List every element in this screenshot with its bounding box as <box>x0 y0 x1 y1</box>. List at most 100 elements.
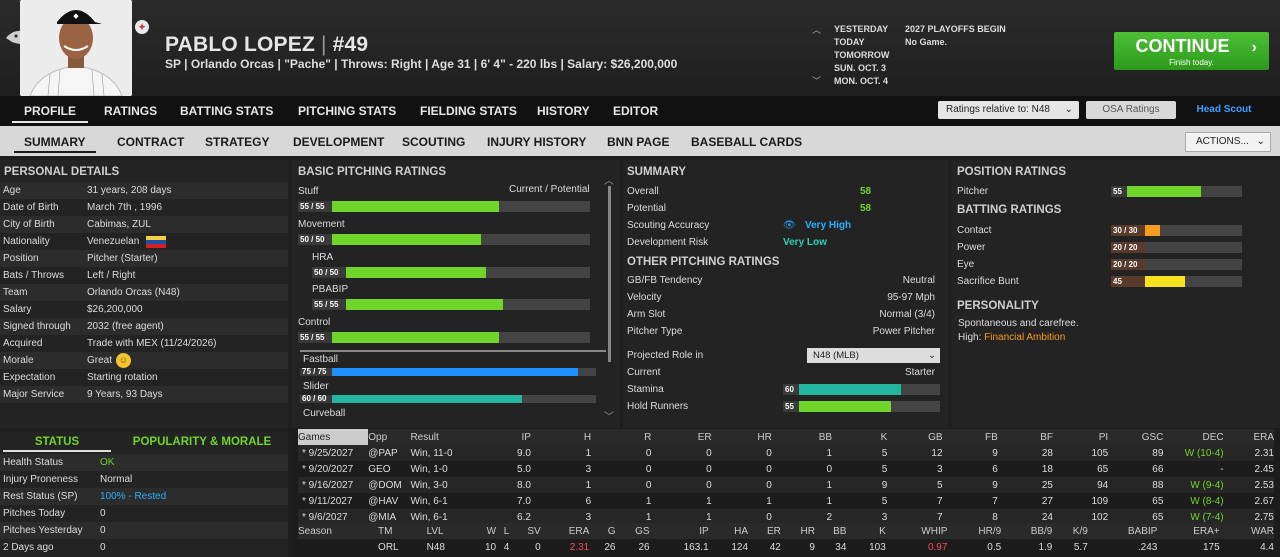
column-header: GB <box>928 431 943 443</box>
actions-dropdown[interactable]: ACTIONS... ⌄ <box>1185 132 1271 152</box>
season-cell: 0 <box>535 541 541 553</box>
column-header: K <box>879 525 886 537</box>
game-log-row[interactable]: * 9/6/2027 @MIA Win, 6-1 6.2 3 1 1 0 2 3 7 8 24 102 65… <box>298 509 1274 525</box>
detail-value: Cabimas, ZUL <box>87 219 151 230</box>
detail-value: 2032 (free agent) <box>87 321 164 332</box>
other-rating-label: Arm Slot <box>627 309 666 320</box>
season-cell <box>298 539 378 555</box>
head-scout-button[interactable]: Head Scout <box>1179 101 1269 119</box>
tab-bnn-page[interactable]: BNN PAGE <box>607 135 670 149</box>
tab-editor[interactable]: EDITOR <box>613 104 659 118</box>
game-log-cell: 5 <box>881 495 888 507</box>
game-log-cell: 1 <box>826 479 833 491</box>
column-header: DEC <box>1202 431 1224 443</box>
tab-status[interactable]: STATUS <box>3 432 111 452</box>
scouting-accuracy-value: Very High <box>805 220 852 231</box>
column-header: IP <box>699 525 709 537</box>
game-log-cell: 8.0 <box>517 479 531 491</box>
tab-batting-stats[interactable]: BATTING STATS <box>180 104 274 118</box>
game-log-cell: W (8-4) <box>1190 495 1224 507</box>
game-log-cell: W (9-4) <box>1190 479 1224 491</box>
game-log-cell: * 9/11/2027 <box>302 495 353 507</box>
detail-value: 9 Years, 93 Days <box>87 389 163 400</box>
game-log-row[interactable]: * 9/25/2027 @PAP Win, 11-0 9.0 1 0 0 0 1 5 12 9 28 10… <box>298 445 1274 461</box>
scrollbar[interactable] <box>608 186 611 362</box>
tab-pitching-stats[interactable]: PITCHING STATS <box>298 104 397 118</box>
tab-baseball-cards[interactable]: BASEBALL CARDS <box>691 135 803 149</box>
other-rating-label: Velocity <box>627 292 662 303</box>
tab-contract[interactable]: CONTRACT <box>117 135 185 149</box>
schedule-date: SUN. OCT. 3 <box>834 63 887 73</box>
column-header: ERA <box>1253 431 1274 443</box>
batting-bar <box>1111 276 1185 287</box>
tab-strategy[interactable]: STRATEGY <box>205 135 270 149</box>
games-filter-select[interactable]: Games <box>298 429 369 445</box>
game-log-row[interactable]: * 9/20/2027 GEO Win, 1-0 5.0 3 0 0 0 0 5 3 6 18 65 66 -… <box>298 461 1274 477</box>
rating-badge: 55 / 55 <box>312 299 346 310</box>
game-log-cell: 6.2 <box>517 511 531 523</box>
tab-profile[interactable]: PROFILE <box>12 104 89 123</box>
scroll-down-icon[interactable]: ﹀ <box>604 412 614 423</box>
other-rating-value: Power Pitcher <box>872 326 935 337</box>
other-rating-label: GB/FB Tendency <box>627 275 703 286</box>
season-cell: 10 <box>485 541 497 553</box>
osa-ratings-button[interactable]: OSA Ratings <box>1086 101 1176 119</box>
schedule-date: TOMORROW <box>834 50 890 60</box>
other-rating-value: Normal (3/4) <box>879 309 935 320</box>
detail-value: 31 years, 208 days <box>87 185 172 196</box>
ratings-relative-select[interactable]: Ratings relative to: N48 ⌄ <box>938 101 1079 119</box>
tab-injury-history[interactable]: INJURY HISTORY <box>487 135 587 149</box>
detail-label: Position <box>3 253 39 264</box>
column-header: R <box>644 431 652 443</box>
game-log-row[interactable]: * 9/11/2027 @HAV Win, 6-1 7.0 6 1 1 1 1 5 7 7 27 109 6… <box>298 493 1274 509</box>
tab-ratings[interactable]: RATINGS <box>104 104 158 118</box>
rating-label: Control <box>298 317 331 328</box>
continue-button[interactable]: CONTINUE Finish today. › <box>1114 32 1269 70</box>
current-role-row: Current Starter <box>627 364 943 381</box>
column-header: L <box>503 525 510 537</box>
game-log-cell: 2.31 <box>1254 447 1274 459</box>
chevron-down-icon[interactable]: ﹀ <box>812 76 822 86</box>
game-log-cell: * 9/6/2027 <box>302 511 348 523</box>
personality-high: High: Financial Ambition <box>958 332 1065 343</box>
league-logo-icon: ✦ <box>135 20 149 34</box>
scroll-up-icon[interactable]: ︿ <box>604 176 614 187</box>
game-log-cell: 9.0 <box>517 447 531 459</box>
basic-pitching-panel: BASIC PITCHING RATINGS Current / Potenti… <box>292 160 620 428</box>
other-rating-row: GB/FB Tendency Neutral <box>627 272 943 289</box>
ratings-select-value: Ratings relative to: N48 <box>946 104 1050 115</box>
other-rating-value: Neutral <box>902 275 935 286</box>
overall-label: Overall <box>627 186 659 197</box>
tab-popularity-morale[interactable]: POPULARITY & MORALE <box>132 436 272 448</box>
tab-history[interactable]: HISTORY <box>537 104 590 118</box>
game-log-cell: 28 <box>1041 447 1053 459</box>
jersey-number: #49 <box>332 33 369 56</box>
game-log-cell: 7.0 <box>517 495 531 507</box>
sub-tabs: SUMMARY CONTRACT STRATEGY DEVELOPMENT SC… <box>0 126 1280 156</box>
chevron-up-icon[interactable]: ︿ <box>812 25 822 35</box>
rating-label: HRA <box>312 252 334 263</box>
panel-title: SUMMARY <box>627 166 686 178</box>
game-log-cell: 1 <box>826 495 833 507</box>
tab-scouting[interactable]: SCOUTING <box>402 135 466 149</box>
game-log-row[interactable]: * 9/16/2027 @DOM Win, 3-0 8.0 1 0 0 0 1 9 5 9 25 94 88… <box>298 477 1274 493</box>
panel-title: BASIC PITCHING RATINGS <box>298 166 447 178</box>
venezuela-flag-icon <box>146 236 166 248</box>
game-log-cell: 0 <box>826 463 833 475</box>
status-label: 2 Days ago <box>3 542 54 553</box>
tab-development[interactable]: DEVELOPMENT <box>293 135 385 149</box>
status-value: 100% - Rested <box>100 491 167 502</box>
detail-label: Bats / Throws <box>3 270 64 281</box>
detail-value: $26,200,000 <box>87 304 143 315</box>
batting-bar-track <box>1111 259 1242 270</box>
game-log-cell: GEO <box>368 463 391 475</box>
season-cell: 1.9 <box>1038 541 1053 553</box>
column-header: SV <box>527 525 541 537</box>
projected-role-select[interactable]: N48 (MLB) ⌄ <box>807 348 940 363</box>
tab-summary[interactable]: SUMMARY <box>14 135 96 153</box>
detail-label: Age <box>3 185 21 196</box>
tab-fielding-stats[interactable]: FIELDING STATS <box>420 104 517 118</box>
game-log-cell: 66 <box>1152 463 1164 475</box>
game-log-cell: Win, 6-1 <box>410 495 448 507</box>
game-log-cell: 9 <box>881 479 888 491</box>
